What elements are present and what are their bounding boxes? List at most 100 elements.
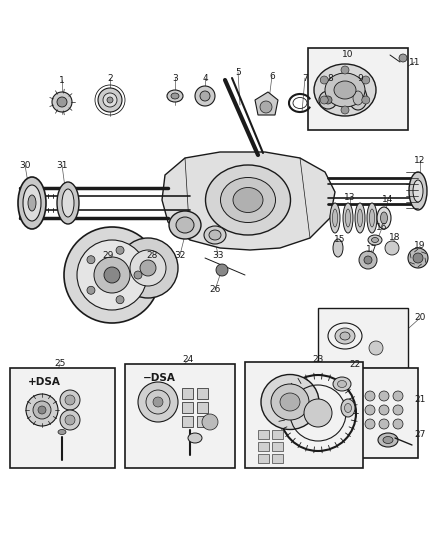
Circle shape bbox=[384, 241, 398, 255]
Circle shape bbox=[103, 93, 117, 107]
Ellipse shape bbox=[329, 203, 339, 233]
Polygon shape bbox=[254, 92, 277, 115]
Circle shape bbox=[368, 341, 382, 355]
Text: 2: 2 bbox=[107, 74, 113, 83]
Text: 26: 26 bbox=[209, 286, 220, 295]
Circle shape bbox=[33, 401, 51, 419]
Text: 6: 6 bbox=[268, 71, 274, 80]
Circle shape bbox=[363, 256, 371, 264]
Circle shape bbox=[116, 296, 124, 304]
Ellipse shape bbox=[18, 177, 46, 229]
Text: 15: 15 bbox=[333, 236, 345, 245]
Circle shape bbox=[138, 382, 177, 422]
Bar bbox=[272, 442, 283, 451]
Ellipse shape bbox=[204, 226, 226, 244]
Ellipse shape bbox=[408, 172, 426, 210]
Circle shape bbox=[200, 91, 209, 101]
Ellipse shape bbox=[376, 207, 390, 229]
Ellipse shape bbox=[334, 328, 354, 344]
Circle shape bbox=[57, 97, 67, 107]
Text: 12: 12 bbox=[413, 156, 425, 165]
Text: 30: 30 bbox=[19, 160, 31, 169]
Bar bbox=[244, 362, 362, 468]
Text: 22: 22 bbox=[349, 360, 360, 369]
Circle shape bbox=[378, 405, 388, 415]
Ellipse shape bbox=[171, 93, 179, 99]
Circle shape bbox=[319, 76, 328, 84]
Text: 23: 23 bbox=[311, 356, 323, 365]
Text: 17: 17 bbox=[365, 246, 377, 254]
Circle shape bbox=[153, 397, 162, 407]
Ellipse shape bbox=[324, 73, 364, 107]
Ellipse shape bbox=[354, 203, 364, 233]
Ellipse shape bbox=[357, 209, 362, 227]
Text: 5: 5 bbox=[235, 68, 240, 77]
Circle shape bbox=[361, 96, 369, 104]
Ellipse shape bbox=[166, 90, 183, 102]
Circle shape bbox=[318, 91, 336, 109]
Text: 31: 31 bbox=[56, 160, 67, 169]
Ellipse shape bbox=[382, 437, 392, 443]
Circle shape bbox=[104, 267, 120, 283]
Text: 27: 27 bbox=[413, 431, 425, 440]
Circle shape bbox=[412, 253, 422, 263]
Text: 29: 29 bbox=[102, 251, 113, 260]
Bar bbox=[10, 368, 115, 468]
Ellipse shape bbox=[28, 195, 36, 211]
Circle shape bbox=[340, 106, 348, 114]
Circle shape bbox=[118, 238, 177, 298]
Circle shape bbox=[65, 415, 75, 425]
Ellipse shape bbox=[371, 238, 378, 243]
Bar bbox=[258, 454, 268, 463]
Circle shape bbox=[98, 88, 122, 112]
Ellipse shape bbox=[313, 64, 375, 116]
Ellipse shape bbox=[332, 209, 337, 227]
Text: 16: 16 bbox=[375, 223, 387, 232]
Text: 13: 13 bbox=[343, 193, 355, 203]
Ellipse shape bbox=[57, 182, 79, 224]
Circle shape bbox=[52, 92, 72, 112]
Circle shape bbox=[26, 394, 58, 426]
Circle shape bbox=[364, 419, 374, 429]
Circle shape bbox=[107, 97, 113, 103]
Bar bbox=[197, 388, 208, 399]
Circle shape bbox=[38, 406, 46, 414]
Circle shape bbox=[364, 391, 374, 401]
Bar bbox=[272, 430, 283, 439]
Circle shape bbox=[407, 248, 427, 268]
Ellipse shape bbox=[279, 393, 299, 411]
Ellipse shape bbox=[208, 230, 220, 240]
Ellipse shape bbox=[380, 212, 387, 224]
Text: 3: 3 bbox=[172, 74, 177, 83]
Ellipse shape bbox=[332, 239, 342, 257]
Bar bbox=[269, 368, 417, 458]
Ellipse shape bbox=[377, 433, 397, 447]
Bar bbox=[182, 388, 193, 399]
Ellipse shape bbox=[205, 165, 290, 235]
Text: +DSA: +DSA bbox=[28, 377, 61, 387]
Circle shape bbox=[259, 101, 272, 113]
Circle shape bbox=[398, 54, 406, 62]
Polygon shape bbox=[162, 152, 334, 250]
Ellipse shape bbox=[187, 433, 201, 443]
Circle shape bbox=[146, 390, 170, 414]
Ellipse shape bbox=[369, 209, 374, 227]
Ellipse shape bbox=[352, 91, 362, 105]
Ellipse shape bbox=[176, 217, 194, 233]
Ellipse shape bbox=[332, 377, 350, 391]
Ellipse shape bbox=[58, 430, 66, 434]
Circle shape bbox=[215, 264, 227, 276]
Text: 10: 10 bbox=[342, 50, 353, 59]
Bar bbox=[182, 416, 193, 427]
Text: 4: 4 bbox=[202, 74, 207, 83]
Circle shape bbox=[60, 410, 80, 430]
Text: 14: 14 bbox=[381, 196, 393, 205]
Text: 9: 9 bbox=[356, 74, 362, 83]
Circle shape bbox=[130, 250, 166, 286]
Ellipse shape bbox=[345, 209, 350, 227]
Circle shape bbox=[358, 251, 376, 269]
Bar bbox=[258, 442, 268, 451]
Ellipse shape bbox=[366, 203, 376, 233]
Circle shape bbox=[323, 96, 331, 104]
Ellipse shape bbox=[169, 211, 201, 239]
